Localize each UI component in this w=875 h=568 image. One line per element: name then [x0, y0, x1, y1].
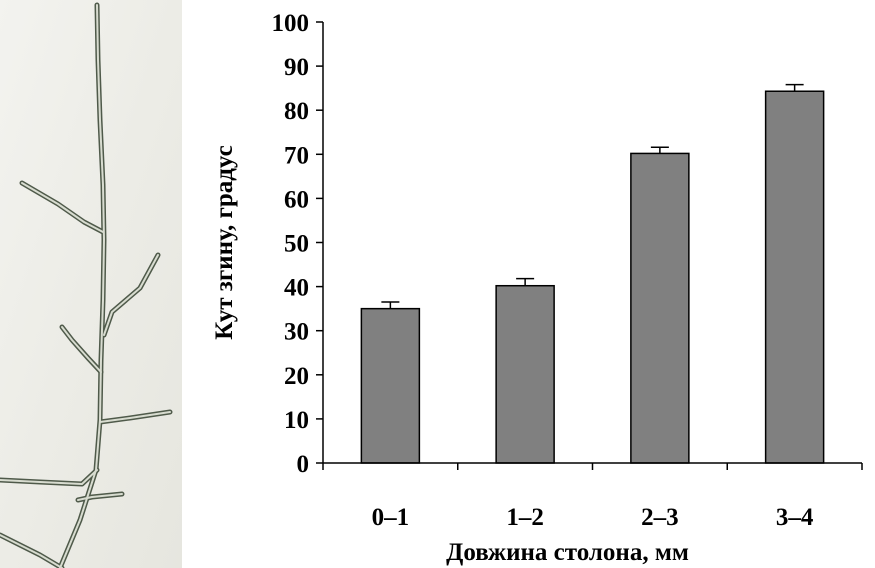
y-tick-label: 100	[272, 10, 310, 37]
bar	[495, 284, 555, 464]
x-tick-label: 3–4	[776, 504, 814, 531]
y-tick-label: 0	[297, 451, 310, 478]
y-tick-label: 10	[284, 407, 309, 434]
y-tick-label: 60	[284, 186, 309, 213]
error-bars	[381, 83, 804, 309]
bar	[764, 90, 825, 464]
y-ticks: 0 10 20 30 40 50 60 70 80 90 100	[272, 10, 323, 478]
x-axis-title: Довжина столона, мм	[446, 539, 689, 566]
stolon-micrograph-icon	[0, 0, 182, 568]
y-tick-label: 40	[284, 275, 309, 302]
stolon-branches	[0, 2, 173, 568]
axis-titles: Кут згину, градус Довжина столона, мм	[211, 145, 689, 566]
y-tick-label: 50	[284, 231, 309, 258]
x-ticks: 0–1 1–2 2–3 3–4	[322, 463, 863, 531]
stolon-photo	[0, 0, 182, 568]
bar	[360, 307, 421, 464]
x-tick-label: 2–3	[641, 504, 679, 531]
x-tick-label: 1–2	[506, 504, 544, 531]
y-tick-label: 90	[284, 54, 309, 81]
x-tick-label: 0–1	[372, 504, 410, 531]
bar	[630, 152, 690, 464]
y-axis-title: Кут згину, градус	[211, 145, 238, 339]
bars	[360, 90, 825, 464]
y-tick-label: 30	[284, 319, 309, 346]
y-tick-label: 20	[284, 363, 309, 390]
y-tick-label: 70	[284, 142, 309, 169]
y-tick-label: 80	[284, 98, 309, 125]
